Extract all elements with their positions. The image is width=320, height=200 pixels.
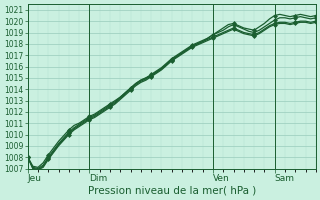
X-axis label: Pression niveau de la mer( hPa ): Pression niveau de la mer( hPa ) [88, 186, 256, 196]
